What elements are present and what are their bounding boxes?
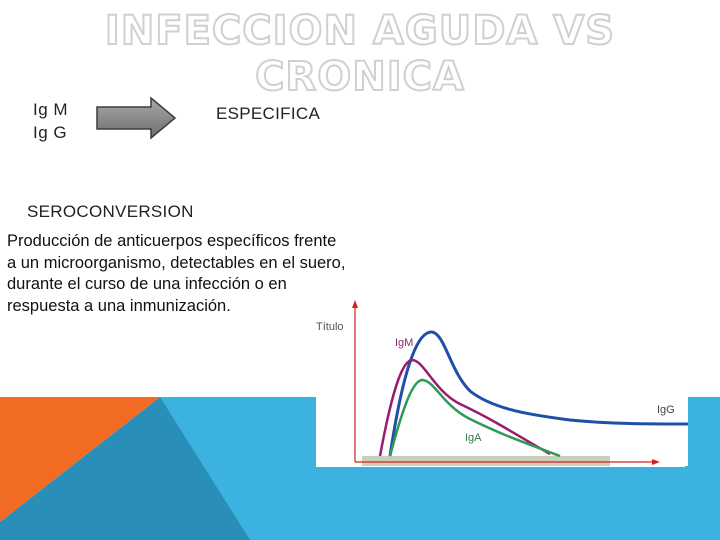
igg-label: Ig G bbox=[33, 123, 68, 142]
seroconversion-heading: SEROCONVERSION bbox=[27, 202, 194, 221]
antibody-response-graph: Título IgM IgG IgA bbox=[316, 296, 688, 466]
iga-label: IgA bbox=[465, 432, 482, 444]
secondary-curve bbox=[378, 358, 551, 457]
seroconversion-definition: Producción de anticuerpos específicos fr… bbox=[7, 232, 346, 315]
igm-curve bbox=[388, 330, 688, 457]
igm-label: Ig M bbox=[33, 100, 69, 119]
igg-label: IgG bbox=[657, 404, 675, 416]
immunoglobulin-labels: Ig M Ig G bbox=[33, 98, 68, 144]
especifica-label: ESPECIFICA bbox=[216, 104, 321, 123]
y-axis-label: Título bbox=[316, 321, 344, 333]
iga-curve bbox=[388, 378, 561, 458]
right-arrow-icon bbox=[96, 96, 177, 140]
light-blue-shape bbox=[160, 397, 316, 540]
igm-label: IgM bbox=[395, 337, 413, 349]
slide-title: INFECCION AGUDA VS CRONICA bbox=[104, 7, 616, 101]
